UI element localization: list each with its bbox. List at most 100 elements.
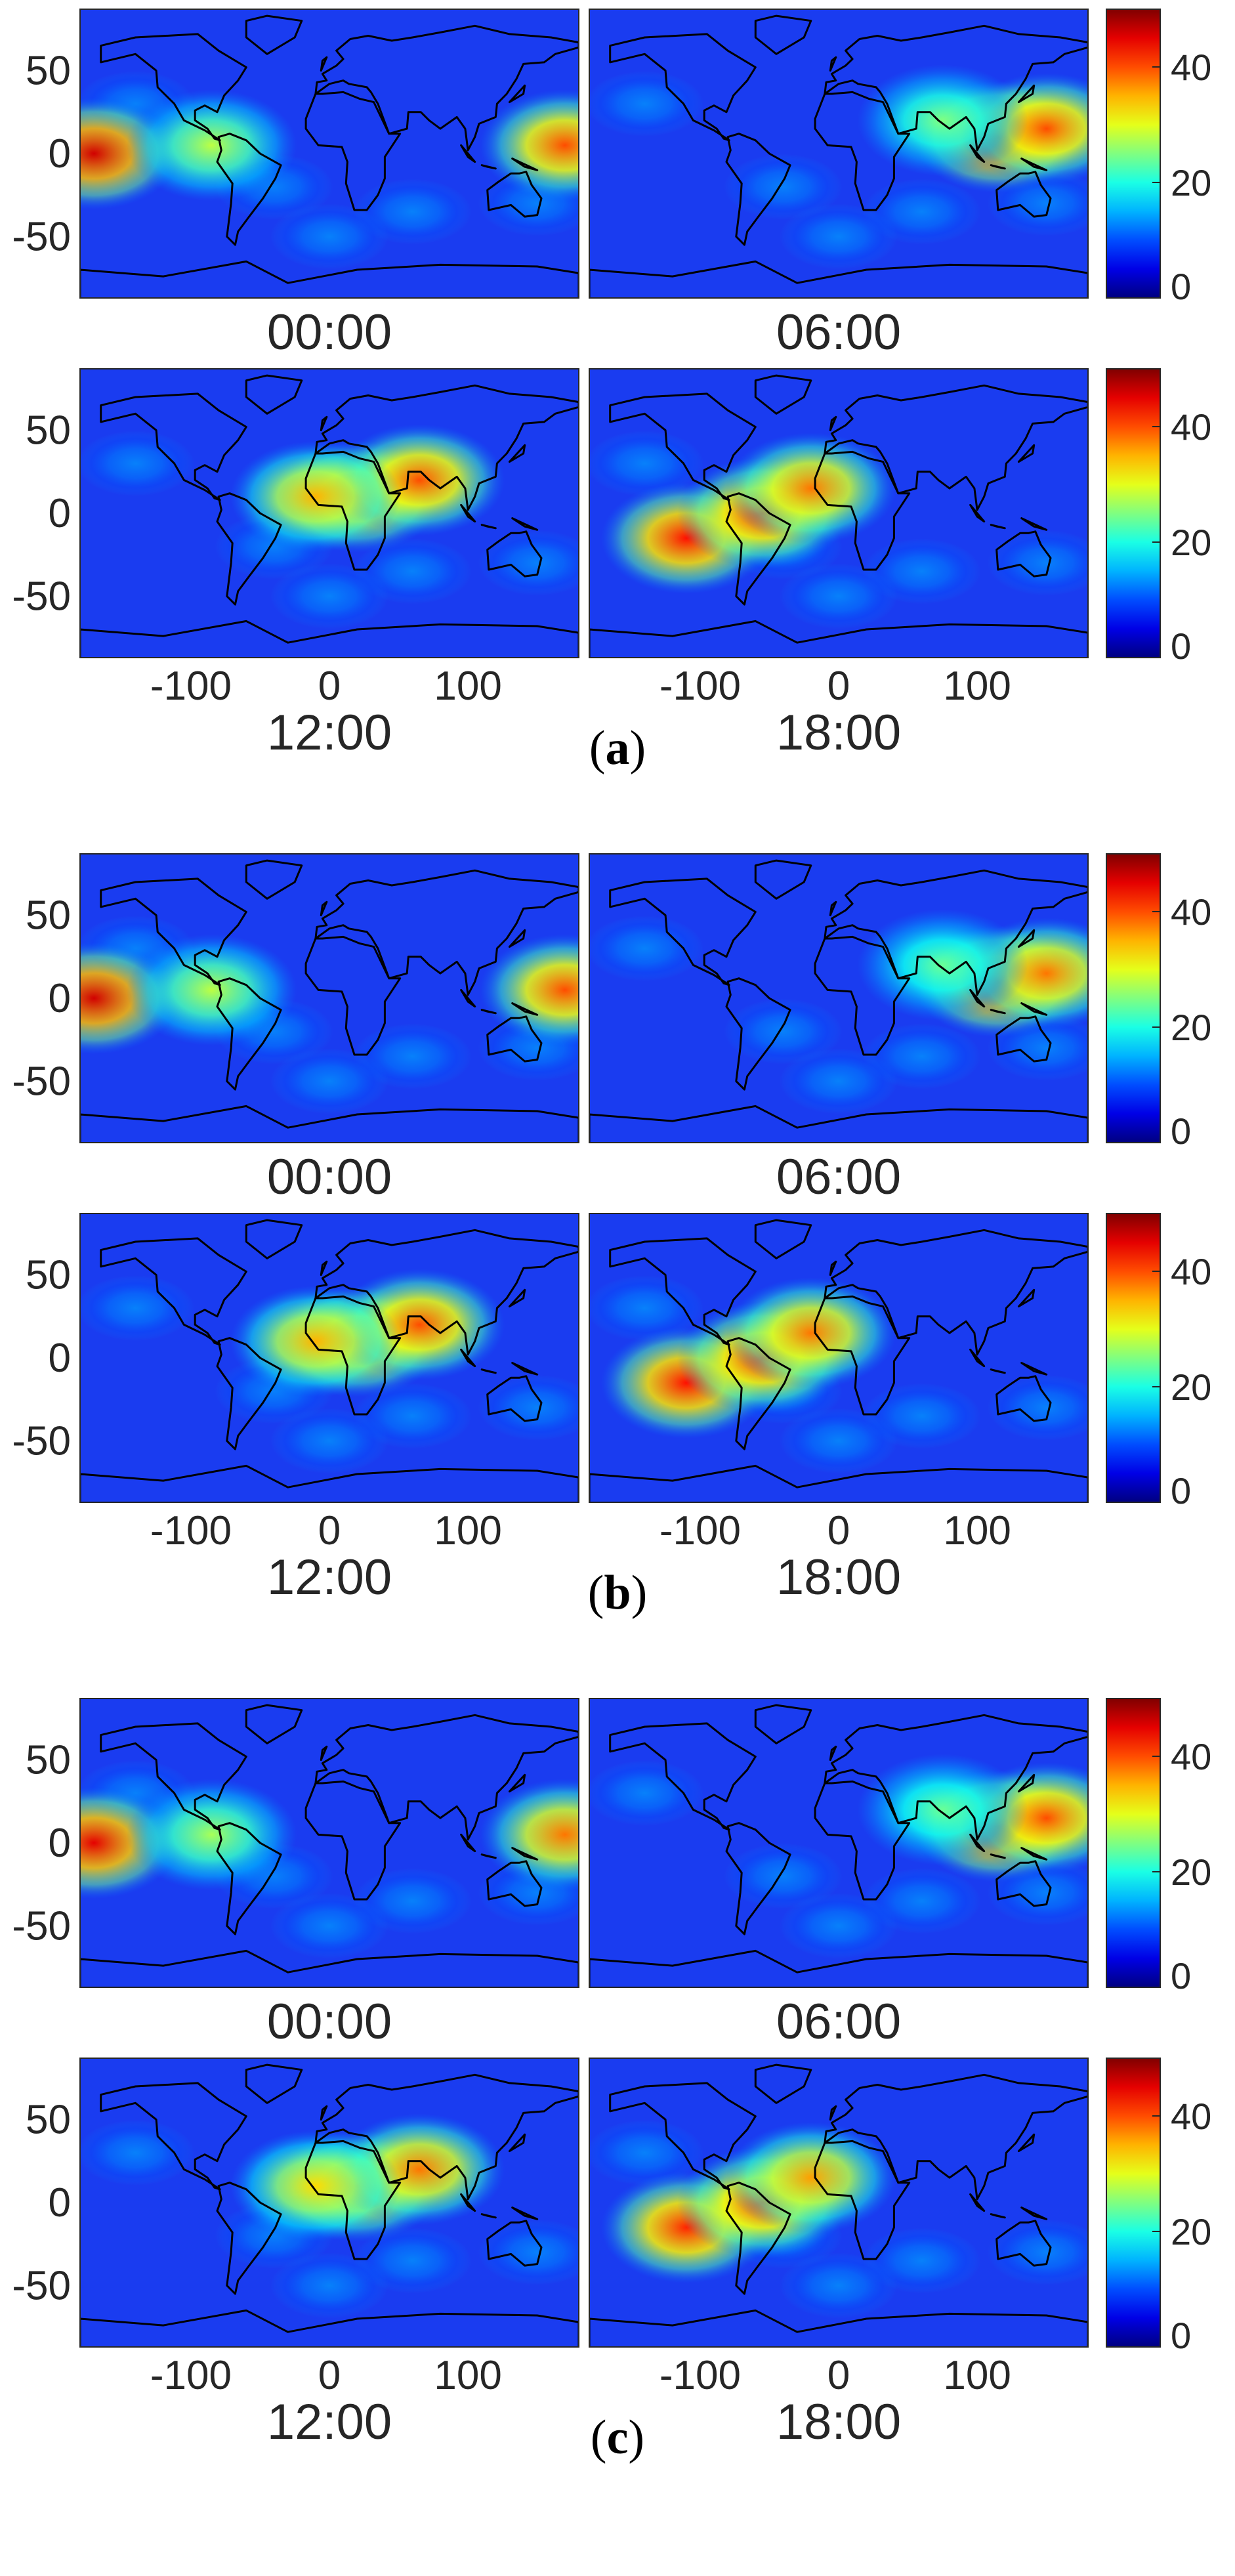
hotspot-2 [230, 2130, 401, 2242]
time-label: 06:00 [776, 305, 901, 360]
panel-frame [79, 368, 579, 658]
lat-tick-label: 50 [26, 1253, 71, 1298]
colorbar-tick-label: 20 [1171, 1007, 1211, 1048]
time-label: 12:00 [267, 705, 392, 761]
time-label: 00:00 [267, 1149, 392, 1205]
colorbar-tick-label: 40 [1171, 47, 1211, 88]
lat-tick-label: -50 [12, 214, 71, 259]
time-label: 00:00 [267, 1994, 392, 2050]
caption-c: (c) [590, 2411, 645, 2464]
hotspot-1 [126, 89, 297, 201]
lat-tick-label: 0 [49, 976, 71, 1021]
lat-tick-label: 0 [49, 2180, 71, 2226]
colorbar-tick-label: 0 [1171, 2315, 1191, 2356]
panel-group-a: 50 0 -50 00:00 06:00 50 0 -50 -100 0 100 12:00 -100 0… [12, 9, 1211, 761]
map-panel-c-0000: 50 0 -50 00:00 [12, 1698, 579, 2050]
lat-tick-label: 0 [49, 1336, 71, 1381]
panel-frame [79, 2058, 579, 2348]
lat-tick-label: 0 [49, 491, 71, 536]
lon-tick-label: 0 [318, 1508, 341, 1553]
lat-tick-label: -50 [12, 1059, 71, 1104]
hotspot-2 [479, 934, 579, 1046]
hotspot-2 [725, 1277, 896, 1389]
time-label: 12:00 [267, 1550, 392, 1605]
colorbar-tick-label: 40 [1171, 891, 1211, 933]
colorbar-tick-label: 0 [1171, 625, 1191, 667]
coastlines [80, 374, 579, 658]
colorbar-tick-label: 40 [1171, 1251, 1211, 1292]
colorbar: 40 20 0 [1106, 368, 1211, 667]
lat-tick-label: 50 [26, 408, 71, 454]
colorbar: 40 20 0 [1106, 2058, 1211, 2356]
caption-a: (a) [589, 721, 646, 775]
hotspot-2 [725, 2122, 896, 2234]
time-label: 18:00 [776, 1550, 901, 1605]
map-panel-a-1200: 50 0 -50 -100 0 100 12:00 [12, 368, 579, 761]
map-panel-c-1200: 50 0 -50 -100 0 100 12:00 [12, 2058, 579, 2450]
lon-tick-label: -100 [150, 1508, 232, 1553]
hotspot-1 [126, 934, 297, 1046]
colorbar-tick-label: 20 [1171, 1366, 1211, 1408]
panel-frame [589, 9, 1089, 299]
colorbar-tick-label: 40 [1171, 1736, 1211, 1777]
hotspot-2 [230, 1285, 401, 1397]
lon-tick-label: -100 [150, 2353, 232, 2398]
lon-tick-label: 100 [434, 1508, 501, 1553]
time-label: 12:00 [267, 2394, 392, 2450]
hotspot-2 [857, 1754, 1028, 1866]
lat-tick-label: 50 [26, 893, 71, 939]
lon-tick-label: 0 [318, 2353, 341, 2398]
map-panel-b-1800: -100 0 100 18:00 [589, 1213, 1089, 1605]
panel-frame [79, 9, 579, 299]
panel-frame [79, 853, 579, 1143]
panel-group-c: 50 0 -50 00:00 06:00 50 0 -50 -100 0 100 12:00 -100 0… [12, 1698, 1211, 2450]
colorbar-tick-label: 0 [1171, 1470, 1191, 1511]
panel-frame [589, 1698, 1089, 1988]
lat-tick-label: -50 [12, 1903, 71, 1949]
lon-tick-label: -100 [659, 2353, 741, 2398]
lon-tick-label: 0 [318, 664, 341, 709]
map-panel-a-0000: 50 0 -50 00:00 [12, 9, 579, 360]
colorbar-tick-label: 40 [1171, 2096, 1211, 2137]
colorbar-tick-label: 0 [1171, 266, 1191, 307]
lat-tick-label: -50 [12, 2263, 71, 2308]
panel-frame [589, 2058, 1089, 2348]
lat-tick-label: -50 [12, 1418, 71, 1464]
lon-tick-label: -100 [659, 1508, 741, 1553]
lon-tick-label: 0 [827, 664, 850, 709]
colorbar: 40 20 0 [1106, 1698, 1211, 1996]
hotspot-2 [479, 1779, 579, 1891]
colorbar-tick-label: 20 [1171, 1851, 1211, 1893]
lat-tick-label: 0 [49, 131, 71, 177]
time-label: 18:00 [776, 2394, 901, 2450]
lat-tick-label: 50 [26, 49, 71, 94]
coastlines [589, 374, 1088, 658]
coastlines [589, 859, 1088, 1143]
map-panel-b-0600: 06:00 [589, 853, 1089, 1205]
lon-tick-label: 100 [434, 664, 501, 709]
coastlines [80, 14, 579, 298]
time-label: 06:00 [776, 1994, 901, 2050]
lon-tick-label: 0 [827, 2353, 850, 2398]
hotspot-2 [230, 440, 401, 553]
lon-tick-label: -100 [659, 664, 741, 709]
map-panel-c-0600: 06:00 [589, 1698, 1089, 2050]
colorbar-tick-label: 0 [1171, 1110, 1191, 1152]
hotspot-2 [857, 64, 1028, 177]
colorbar-tick-label: 20 [1171, 2211, 1211, 2252]
coastlines [80, 1219, 579, 1502]
lon-tick-label: 100 [943, 2353, 1011, 2398]
lon-tick-label: 100 [943, 1508, 1011, 1553]
colorbar: 40 20 0 [1106, 1213, 1211, 1511]
caption-b: (b) [587, 1566, 648, 1620]
lon-tick-label: 100 [434, 2353, 501, 2398]
hotspot-2 [725, 433, 896, 545]
colorbar: 40 20 0 [1106, 9, 1211, 307]
map-panel-a-0600: 06:00 [589, 9, 1089, 360]
coastlines [589, 14, 1088, 298]
lat-tick-label: -50 [12, 574, 71, 619]
map-panel-b-0000: 50 0 -50 00:00 [12, 853, 579, 1205]
map-panel-c-1800: -100 0 100 18:00 [589, 2058, 1089, 2450]
colorbar: 40 20 0 [1106, 853, 1211, 1152]
